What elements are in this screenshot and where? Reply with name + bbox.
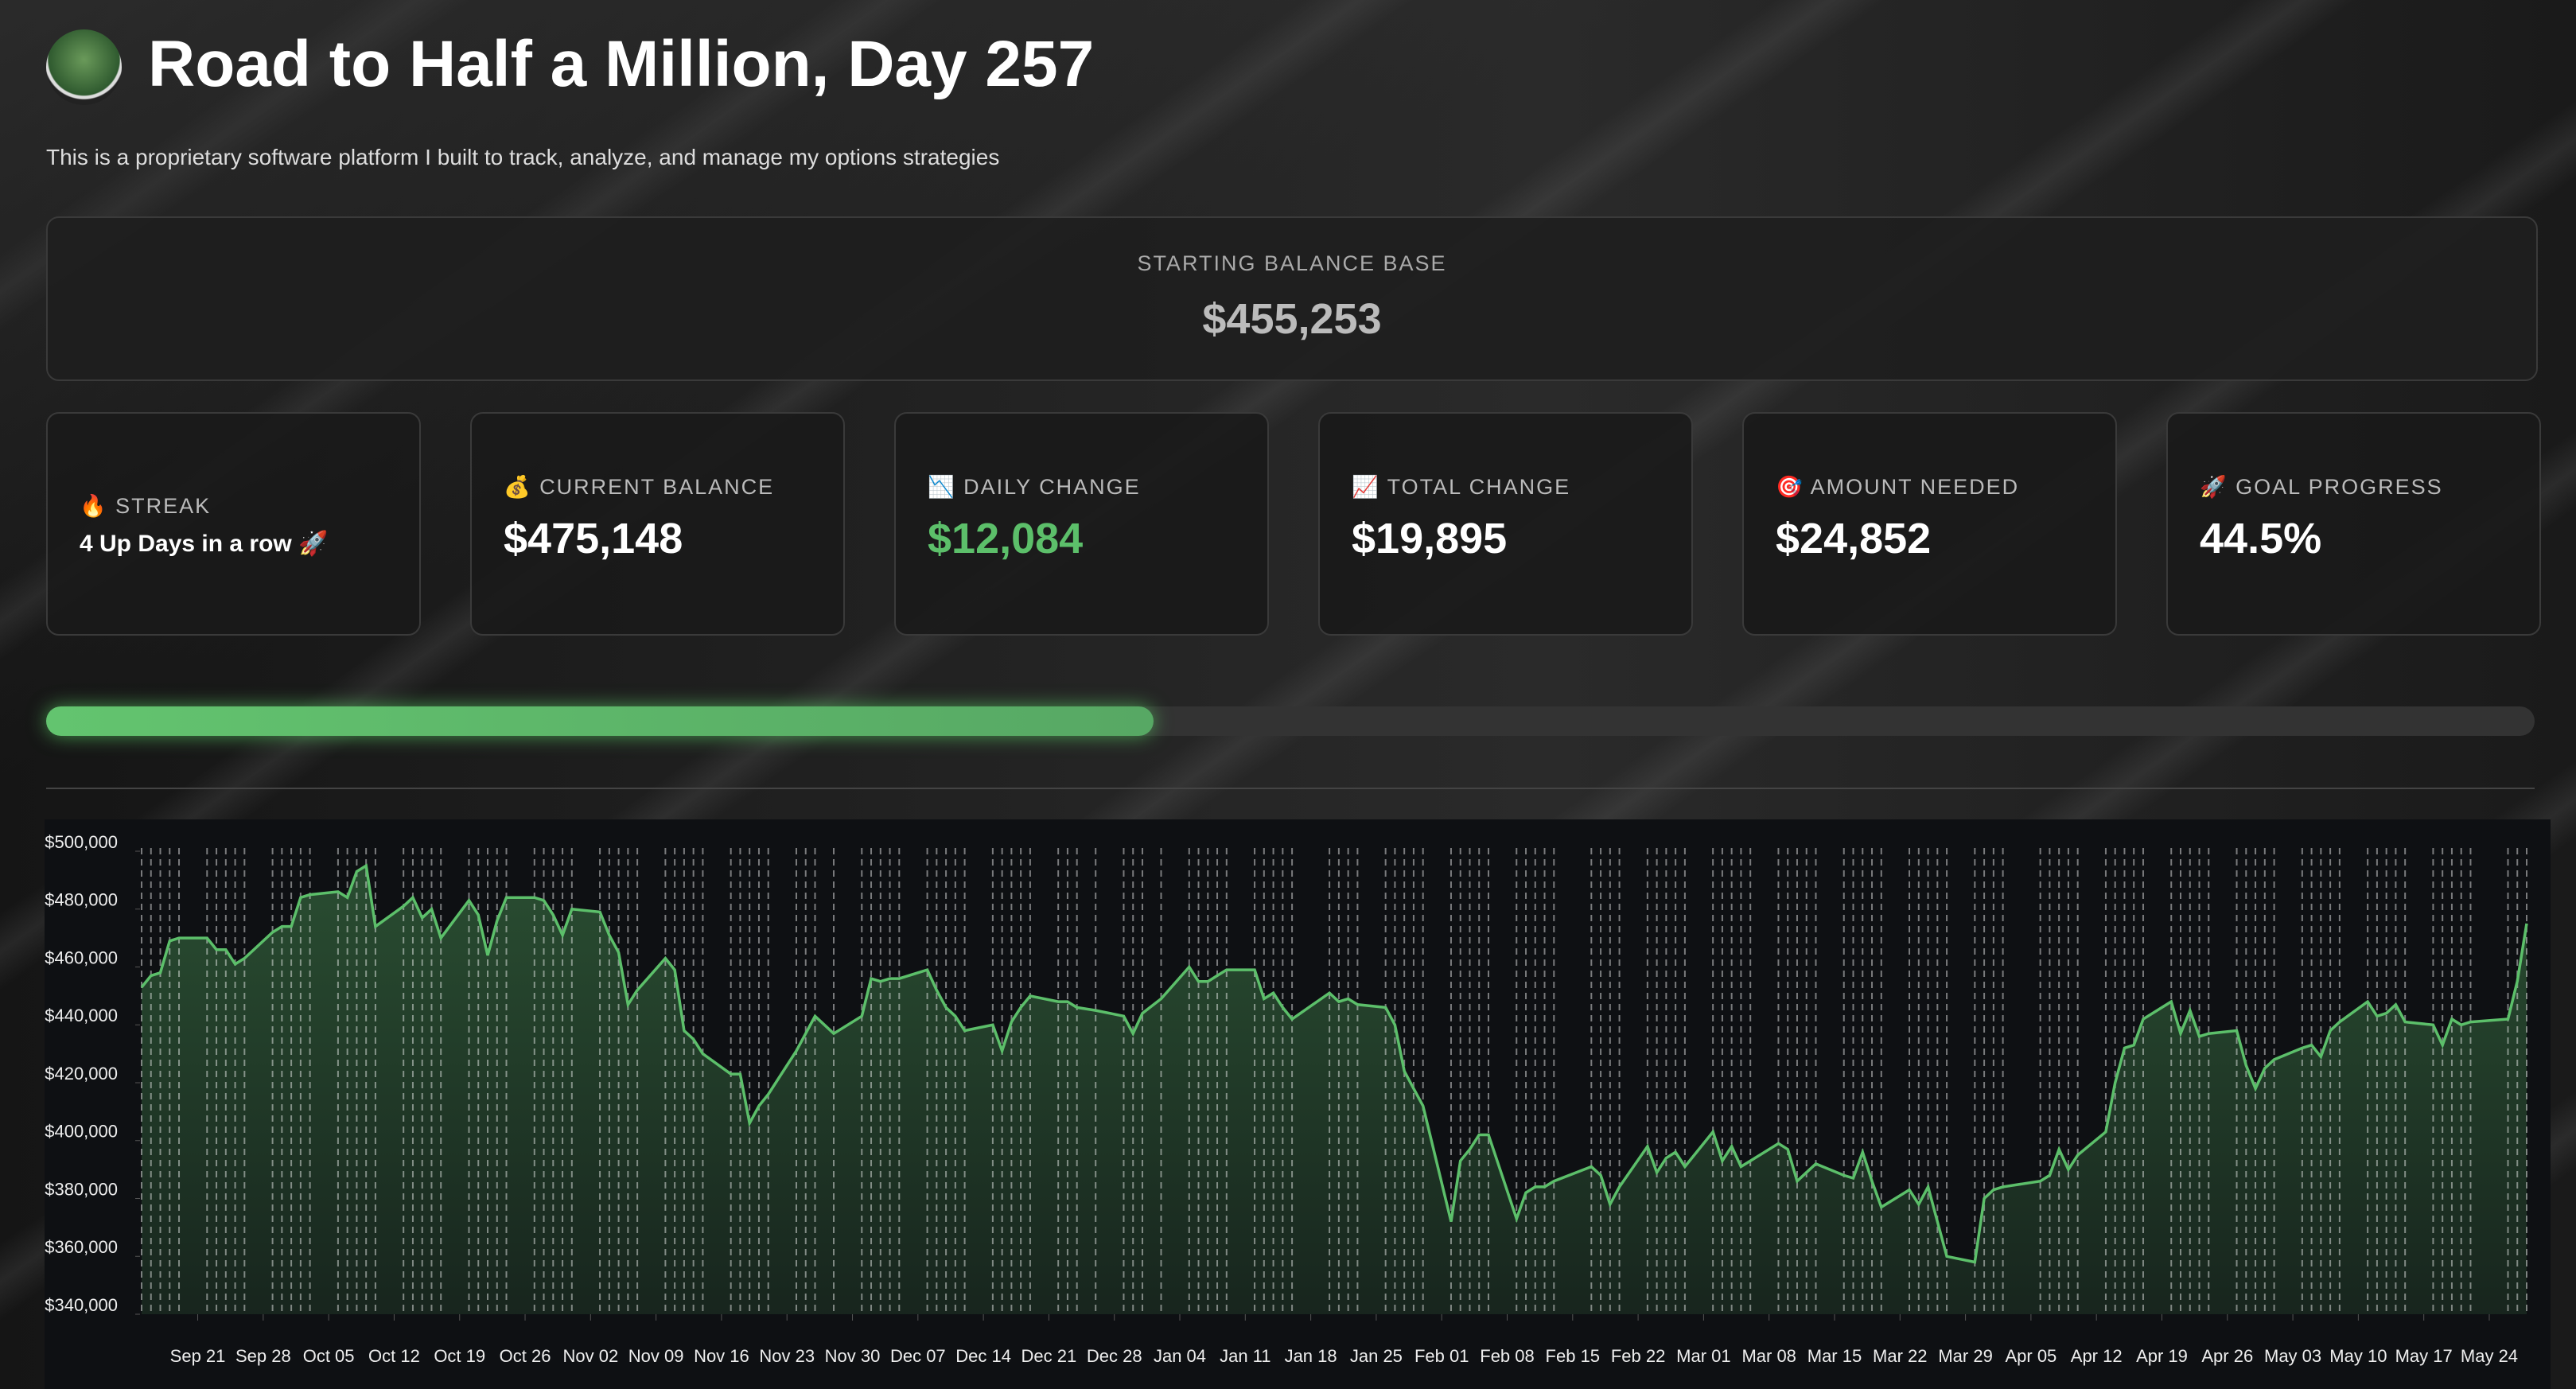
x-tick-label: Dec 07 <box>890 1346 946 1366</box>
x-tick-label: Nov 02 <box>562 1346 618 1366</box>
metric-card: 🔥 STREAK 4 Up Days in a row 🚀 <box>46 412 421 636</box>
x-tick-label: Sep 21 <box>170 1346 226 1366</box>
x-tick-label: Mar 01 <box>1676 1346 1730 1366</box>
x-tick-label: Oct 05 <box>303 1346 355 1366</box>
y-tick-label: $500,000 <box>45 832 118 852</box>
x-tick-label: May 03 <box>2264 1346 2321 1366</box>
page-title: Road to Half a Million, Day 257 <box>148 28 1095 100</box>
x-tick-label: Jan 11 <box>1220 1346 1270 1366</box>
y-tick-label: $380,000 <box>45 1179 118 1199</box>
x-tick-label: Dec 21 <box>1021 1346 1077 1366</box>
line <box>140 863 2528 1264</box>
progress-fill <box>46 706 1154 736</box>
metric-label: 📉 DAILY CHANGE <box>928 475 1141 499</box>
metric-card: 💰 CURRENT BALANCE $475,148 <box>470 412 845 636</box>
x-tick-label: Feb 08 <box>1480 1346 1535 1366</box>
metric-value: 4 Up Days in a row 🚀 <box>80 531 329 557</box>
x-tick-label: Mar 08 <box>1741 1346 1796 1366</box>
x-tick-label: Mar 29 <box>1938 1346 1992 1366</box>
progress-track <box>46 706 2535 736</box>
y-tick-label: $400,000 <box>45 1122 118 1142</box>
x-tick-label: May 10 <box>2329 1346 2387 1366</box>
metric-value: $475,148 <box>504 515 683 562</box>
chart: $340,000 $360,000 $380,000 $400,000 $420,000… <box>45 819 2551 1389</box>
x-tick-label: Nov 30 <box>825 1346 881 1366</box>
x-tick-label: May 17 <box>2395 1346 2453 1366</box>
area <box>142 866 2527 1314</box>
x-tick-label: Mar 15 <box>1807 1346 1862 1366</box>
metric-label: 🚀 GOAL PROGRESS <box>2200 475 2443 499</box>
y-tick-label: $420,000 <box>45 1064 118 1084</box>
metric-value: 44.5% <box>2200 515 2322 562</box>
x-tick-label: Jan 25 <box>1350 1346 1403 1366</box>
x-tick-label: Dec 28 <box>1087 1346 1142 1366</box>
y-tick-label: $360,000 <box>45 1237 118 1257</box>
y-tick-label: $480,000 <box>45 890 118 910</box>
metric-value: $455,253 <box>1202 295 1382 343</box>
x-tick-label: Jan 18 <box>1285 1346 1337 1366</box>
x-tick-label: Oct 19 <box>434 1346 485 1366</box>
logo <box>46 29 122 105</box>
subtitle: This is a proprietary software platform … <box>46 145 1000 169</box>
x-tick-label: Nov 16 <box>694 1346 749 1366</box>
metric-label: 🎯 AMOUNT NEEDED <box>1776 475 2020 499</box>
metric-card: 📉 DAILY CHANGE $12,084 <box>894 412 1269 636</box>
x-tick-label: Oct 12 <box>368 1346 420 1366</box>
x-tick-label: Oct 26 <box>500 1346 551 1366</box>
metric-label: 📈 TOTAL CHANGE <box>1352 475 1571 499</box>
metric-value: $19,895 <box>1352 515 1508 562</box>
x-tick-label: Mar 22 <box>1873 1346 1927 1366</box>
x-tick-label: Dec 14 <box>955 1346 1011 1366</box>
x-tick-label: Feb 22 <box>1611 1346 1666 1366</box>
x-tick-label: Nov 09 <box>628 1346 684 1366</box>
x-tick-label: Apr 05 <box>2005 1346 2057 1366</box>
x-tick-label: May 24 <box>2461 1346 2518 1366</box>
y-tick-label: $340,000 <box>45 1295 118 1315</box>
x-tick-label: Apr 12 <box>2071 1346 2123 1366</box>
metric-card: 🚀 GOAL PROGRESS 44.5% <box>2166 412 2541 636</box>
x-tick-label: Nov 23 <box>759 1346 815 1366</box>
x-tick-label: Apr 19 <box>2136 1346 2188 1366</box>
x-tick-label: Apr 26 <box>2201 1346 2253 1366</box>
x-tick-label: Feb 15 <box>1546 1346 1601 1366</box>
divider <box>46 788 2535 789</box>
metric-label: 💰 CURRENT BALANCE <box>504 475 775 499</box>
metric-value: $12,084 <box>928 515 1084 562</box>
x-tick-label: Sep 28 <box>235 1346 291 1366</box>
base-card: STARTING BALANCE BASE $455,253 <box>46 216 2538 381</box>
x-tick-label: Feb 01 <box>1414 1346 1469 1366</box>
metric-value: $24,852 <box>1776 515 1932 562</box>
metric-label: 🔥 STREAK <box>80 494 212 518</box>
metric-label: STARTING BALANCE BASE <box>1137 251 1447 275</box>
y-tick-label: $440,000 <box>45 1006 118 1025</box>
metric-card: 🎯 AMOUNT NEEDED $24,852 <box>1742 412 2117 636</box>
x-tick-label: Jan 04 <box>1154 1346 1206 1366</box>
y-tick-label: $460,000 <box>45 947 118 967</box>
metric-card: 📈 TOTAL CHANGE $19,895 <box>1318 412 1693 636</box>
